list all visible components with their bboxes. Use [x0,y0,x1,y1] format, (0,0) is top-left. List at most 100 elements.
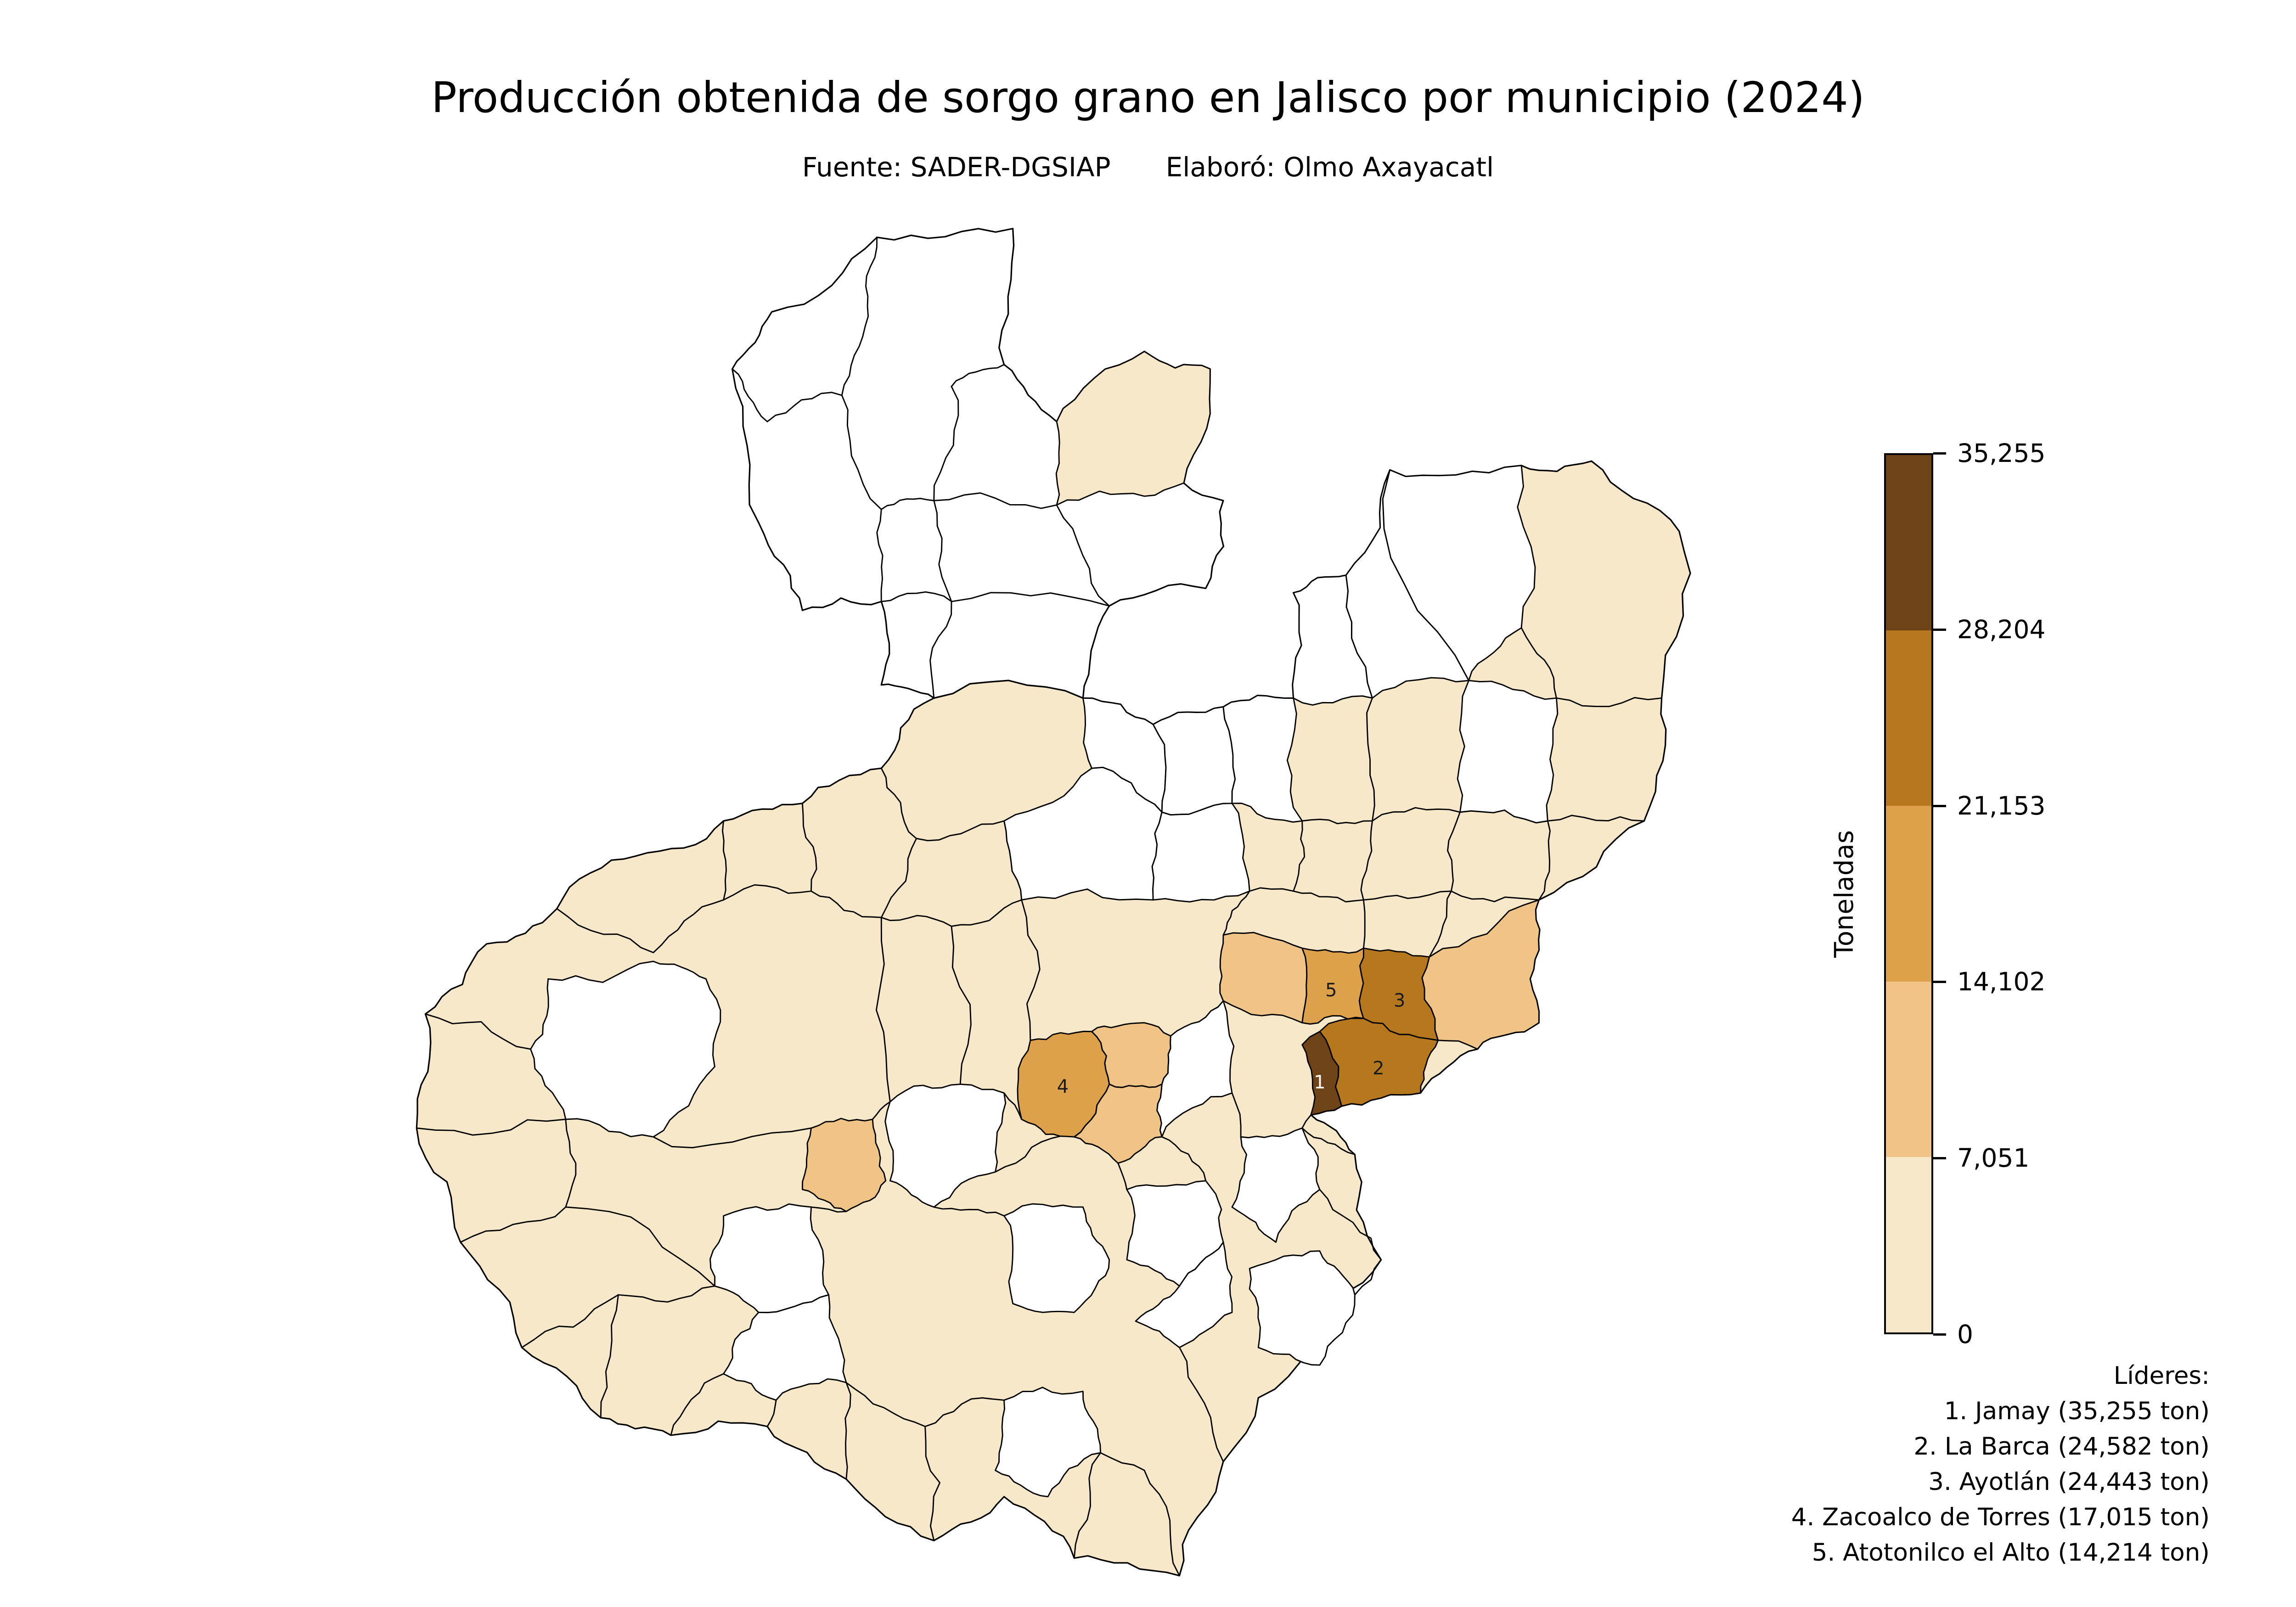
municipality-rank-label-2: 2 [1373,1058,1384,1079]
map-region [1055,350,1211,506]
municipal-border-line [933,500,952,602]
colorbar-segment [1886,455,1931,631]
municipal-border-line [460,1206,567,1243]
municipality-rank-label-5: 5 [1325,980,1337,1001]
municipal-border-line [951,592,1110,607]
jalisco-map-svg: 1 2 3 4 5 [416,228,1691,1577]
municipal-border-line [732,368,768,422]
municipal-border-line [600,1294,619,1419]
map-region [1249,1250,1356,1366]
municipal-border-line [766,236,878,422]
map-region [1003,766,1163,901]
municipal-border-line [416,1118,567,1136]
colorbar-axis-label: Toneladas [1829,830,1859,958]
colorbar-tick-mark [1933,981,1946,983]
colorbar-tick-mark [1933,804,1946,807]
municipal-border-line [1520,627,1557,699]
municipality-rank-label-1: 1 [1314,1072,1326,1093]
municipal-border-line [872,1101,891,1120]
map-region [1003,1203,1110,1313]
leaders-annotation: Líderes: 1. Jamay (35,255 ton) 2. La Bar… [1791,1358,2210,1570]
municipal-border-line [1222,890,1250,936]
colorbar-tick-label: 28,204 [1957,614,2046,644]
municipal-border-line [924,1426,941,1541]
municipal-border-line [618,1285,715,1303]
municipal-border-line [1231,1092,1242,1138]
map-region [1135,1242,1233,1349]
map-region [884,1083,1007,1208]
municipal-border-line [1143,1469,1180,1577]
municipal-border-line [951,925,972,1085]
colorbar [1884,453,1933,1334]
municipality-region-4-zacoalco-de-torres [1017,1030,1110,1138]
municipal-border-line [880,767,917,839]
colorbar-tick-label: 7,051 [1957,1143,2030,1173]
map-region [1152,706,1236,816]
leader-item: 4. Zacoalco de Torres (17,015 ton) [1791,1503,2210,1531]
colorbar-tick-mark [1933,1333,1946,1336]
municipal-border-line [1556,697,1663,708]
municipal-border-line [424,1013,531,1050]
municipal-border-line [1249,887,1294,892]
colorbar-segment [1886,981,1931,1157]
municipal-border-line [1354,1259,1382,1296]
subtitle: Fuente: SADER-DGSIAP Elaboró: Olmo Axayac… [0,152,2296,183]
municipal-border-line [1360,820,1373,901]
municipal-border-line [951,364,1005,388]
municipal-border-line [929,601,952,699]
municipal-border-line [933,1206,1005,1217]
municipal-border-line [1301,1127,1356,1155]
leader-item: 5. Atotonilco el Alto (14,214 ton) [1812,1539,2210,1567]
municipal-border-line [1056,504,1110,607]
subtitle-author: Elaboró: Olmo Axayacatl [1165,152,1494,183]
leaders-heading: Líderes: [2113,1362,2210,1390]
municipal-border-line [1293,890,1540,903]
municipal-border-line [844,1382,851,1480]
municipal-border-line [1117,1162,1128,1191]
colorbar-tick-mark [1933,628,1946,631]
municipal-border-line [670,1373,724,1436]
colorbar-segment [1886,806,1931,982]
map-region [801,1118,887,1212]
colorbar-tick-mark [1933,1157,1946,1160]
page-title: Producción obtenida de sorgo grano en Ja… [431,73,1865,122]
municipal-border-line [1362,899,1366,949]
municipal-border-line [1100,1452,1145,1471]
municipality-region-1-jamay [1301,1031,1343,1116]
municipal-border-line [845,1382,926,1427]
municipal-border-line [565,1206,715,1287]
map-region [530,961,721,1138]
municipal-border-line [1021,899,1041,1041]
subtitle-source: Fuente: SADER-DGSIAP [802,152,1111,183]
map-region [1151,803,1250,903]
municipal-border-line [1301,1114,1312,1129]
municipal-border-line [722,820,727,901]
municipal-border-line [801,803,817,892]
municipal-border-line [521,1294,619,1349]
municipal-border-line [1366,697,1375,822]
map-region [995,1387,1102,1498]
leader-item: 3. Ayotlán (24,443 ton) [1928,1468,2210,1496]
municipal-border-line [766,1399,777,1427]
municipal-border-line [1003,1092,1023,1120]
municipality-rank-label-3: 3 [1394,990,1406,1011]
map-region [1231,1127,1321,1243]
map-region [1222,695,1303,823]
municipal-border-line [1538,820,1551,901]
municipal-border-line [924,1397,1005,1427]
colorbar-tick-label: 21,153 [1957,791,2046,820]
colorbar-tick-label: 0 [1957,1320,1973,1349]
municipal-border-line [880,837,917,918]
colorbar-segment [1886,1157,1931,1333]
municipal-border-line [916,820,1005,842]
colorbar-tick-label: 14,102 [1957,967,2046,997]
leader-item: 1. Jamay (35,255 ton) [1944,1397,2210,1425]
colorbar-tick-mark [1933,452,1946,455]
municipal-border-line [565,1118,577,1208]
jalisco-choropleth-map: 1 2 3 4 5 [390,207,1745,1593]
municipal-border-line [880,591,952,602]
map-region [723,1294,847,1401]
municipal-border-line [1319,1189,1382,1261]
municipal-border-line [875,916,891,1103]
